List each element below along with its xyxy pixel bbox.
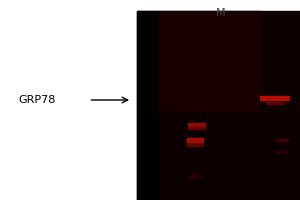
Bar	[188, 126, 205, 129]
Bar	[187, 138, 203, 142]
Bar	[187, 143, 203, 146]
Bar	[188, 122, 205, 126]
Bar	[136, 11, 159, 200]
Bar	[159, 11, 261, 111]
Bar	[260, 96, 289, 100]
Bar	[276, 139, 288, 141]
Text: M: M	[216, 8, 225, 18]
Bar	[189, 175, 201, 177]
Bar	[136, 11, 300, 200]
Bar	[266, 102, 284, 104]
Bar	[277, 151, 287, 153]
Text: GRP78: GRP78	[18, 95, 56, 105]
